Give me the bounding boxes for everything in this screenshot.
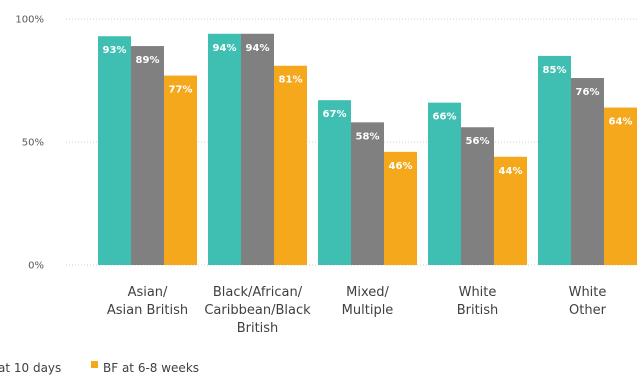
bar [241,33,274,266]
data-label: 94% [246,43,270,54]
y-tick-label: 0% [28,261,44,272]
x-category-label: Mixed/Multiple [342,285,394,318]
legend: at 10 days BF at 6-8 weeks [0,361,199,375]
bar [604,107,637,265]
x-category-label: White British [457,285,499,318]
bar [131,46,164,266]
data-labels: 93% 94% 67% 66% 85% 89% 94% 58% 56% 76% 77% 81% 46% 4… [103,43,633,177]
bar [428,102,461,265]
data-label: 46% [389,161,413,172]
bar [494,156,527,265]
data-label: 64% [609,117,633,128]
y-axis: 0% 50% 100% [15,15,44,272]
bar [384,151,417,265]
data-label: 67% [323,109,347,120]
data-label: 44% [499,166,523,177]
data-label: 66% [433,112,457,123]
data-label: 56% [466,136,490,147]
y-tick-label: 50% [22,138,44,149]
bar [571,78,604,265]
data-label: 85% [543,65,567,76]
x-category-label: Black/African/Caribbean/Black British [204,285,311,336]
bar [208,33,241,266]
data-label: 58% [356,131,380,142]
data-label: 93% [103,45,127,56]
data-label: 89% [136,55,160,66]
bar [351,122,384,265]
x-category-label: Asian/Asian British [107,285,188,318]
bars [98,33,637,266]
bar [461,127,494,266]
data-label: 81% [279,75,303,86]
bar [274,65,307,266]
bar [318,100,351,266]
bar [164,75,197,265]
x-axis: Asian/Asian British Black/African/Caribbe… [107,285,607,336]
legend-swatch-bf-6-8-weeks [91,361,98,368]
legend-label-bf-10-days: at 10 days [0,361,61,375]
legend-label-bf-6-8-weeks: BF at 6-8 weeks [103,361,199,375]
x-category-label: White Other [569,285,607,318]
bar [538,55,571,266]
bar [98,36,131,265]
data-label: 94% [213,43,237,54]
data-label: 76% [576,87,600,98]
y-tick-label: 100% [15,15,44,26]
data-label: 77% [169,85,193,96]
